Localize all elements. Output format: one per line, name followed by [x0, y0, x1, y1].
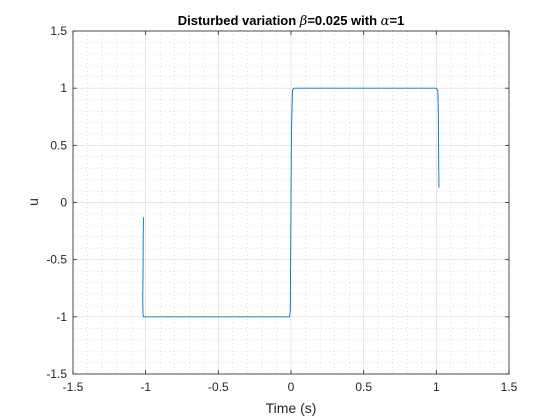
- x-tick-label: 1.5: [501, 380, 518, 394]
- y-tick-label: -1: [56, 310, 67, 324]
- series-line: [142, 87, 440, 318]
- tick-marks: [72, 30, 510, 375]
- y-tick-label: 0.5: [50, 138, 67, 152]
- x-tick-label: -1: [140, 380, 151, 394]
- x-tick-label: 0: [288, 380, 295, 394]
- x-tick-label: -0.5: [208, 380, 229, 394]
- y-tick-label: -0.5: [46, 253, 67, 267]
- series-layer: [142, 87, 440, 318]
- x-axis-label: Time (s): [266, 400, 317, 416]
- x-tick-label: -1.5: [63, 380, 84, 394]
- y-axis-label: u: [25, 198, 41, 206]
- chart-title: Disturbed variation β=0.025 with α=1: [178, 13, 405, 29]
- x-tick-label: 0.5: [355, 380, 372, 394]
- y-tick-label: -1.5: [46, 367, 67, 381]
- y-tick-label: 1.5: [50, 24, 67, 38]
- x-tick-labels: -1.5 -1 -0.5 0 0.5 1 1.5: [63, 380, 518, 394]
- y-tick-label: 1: [60, 81, 67, 95]
- y-tick-labels: -1.5 -1 -0.5 0 0.5 1 1.5: [46, 24, 67, 381]
- x-tick-label: 1: [433, 380, 440, 394]
- y-tick-label: 0: [60, 196, 67, 210]
